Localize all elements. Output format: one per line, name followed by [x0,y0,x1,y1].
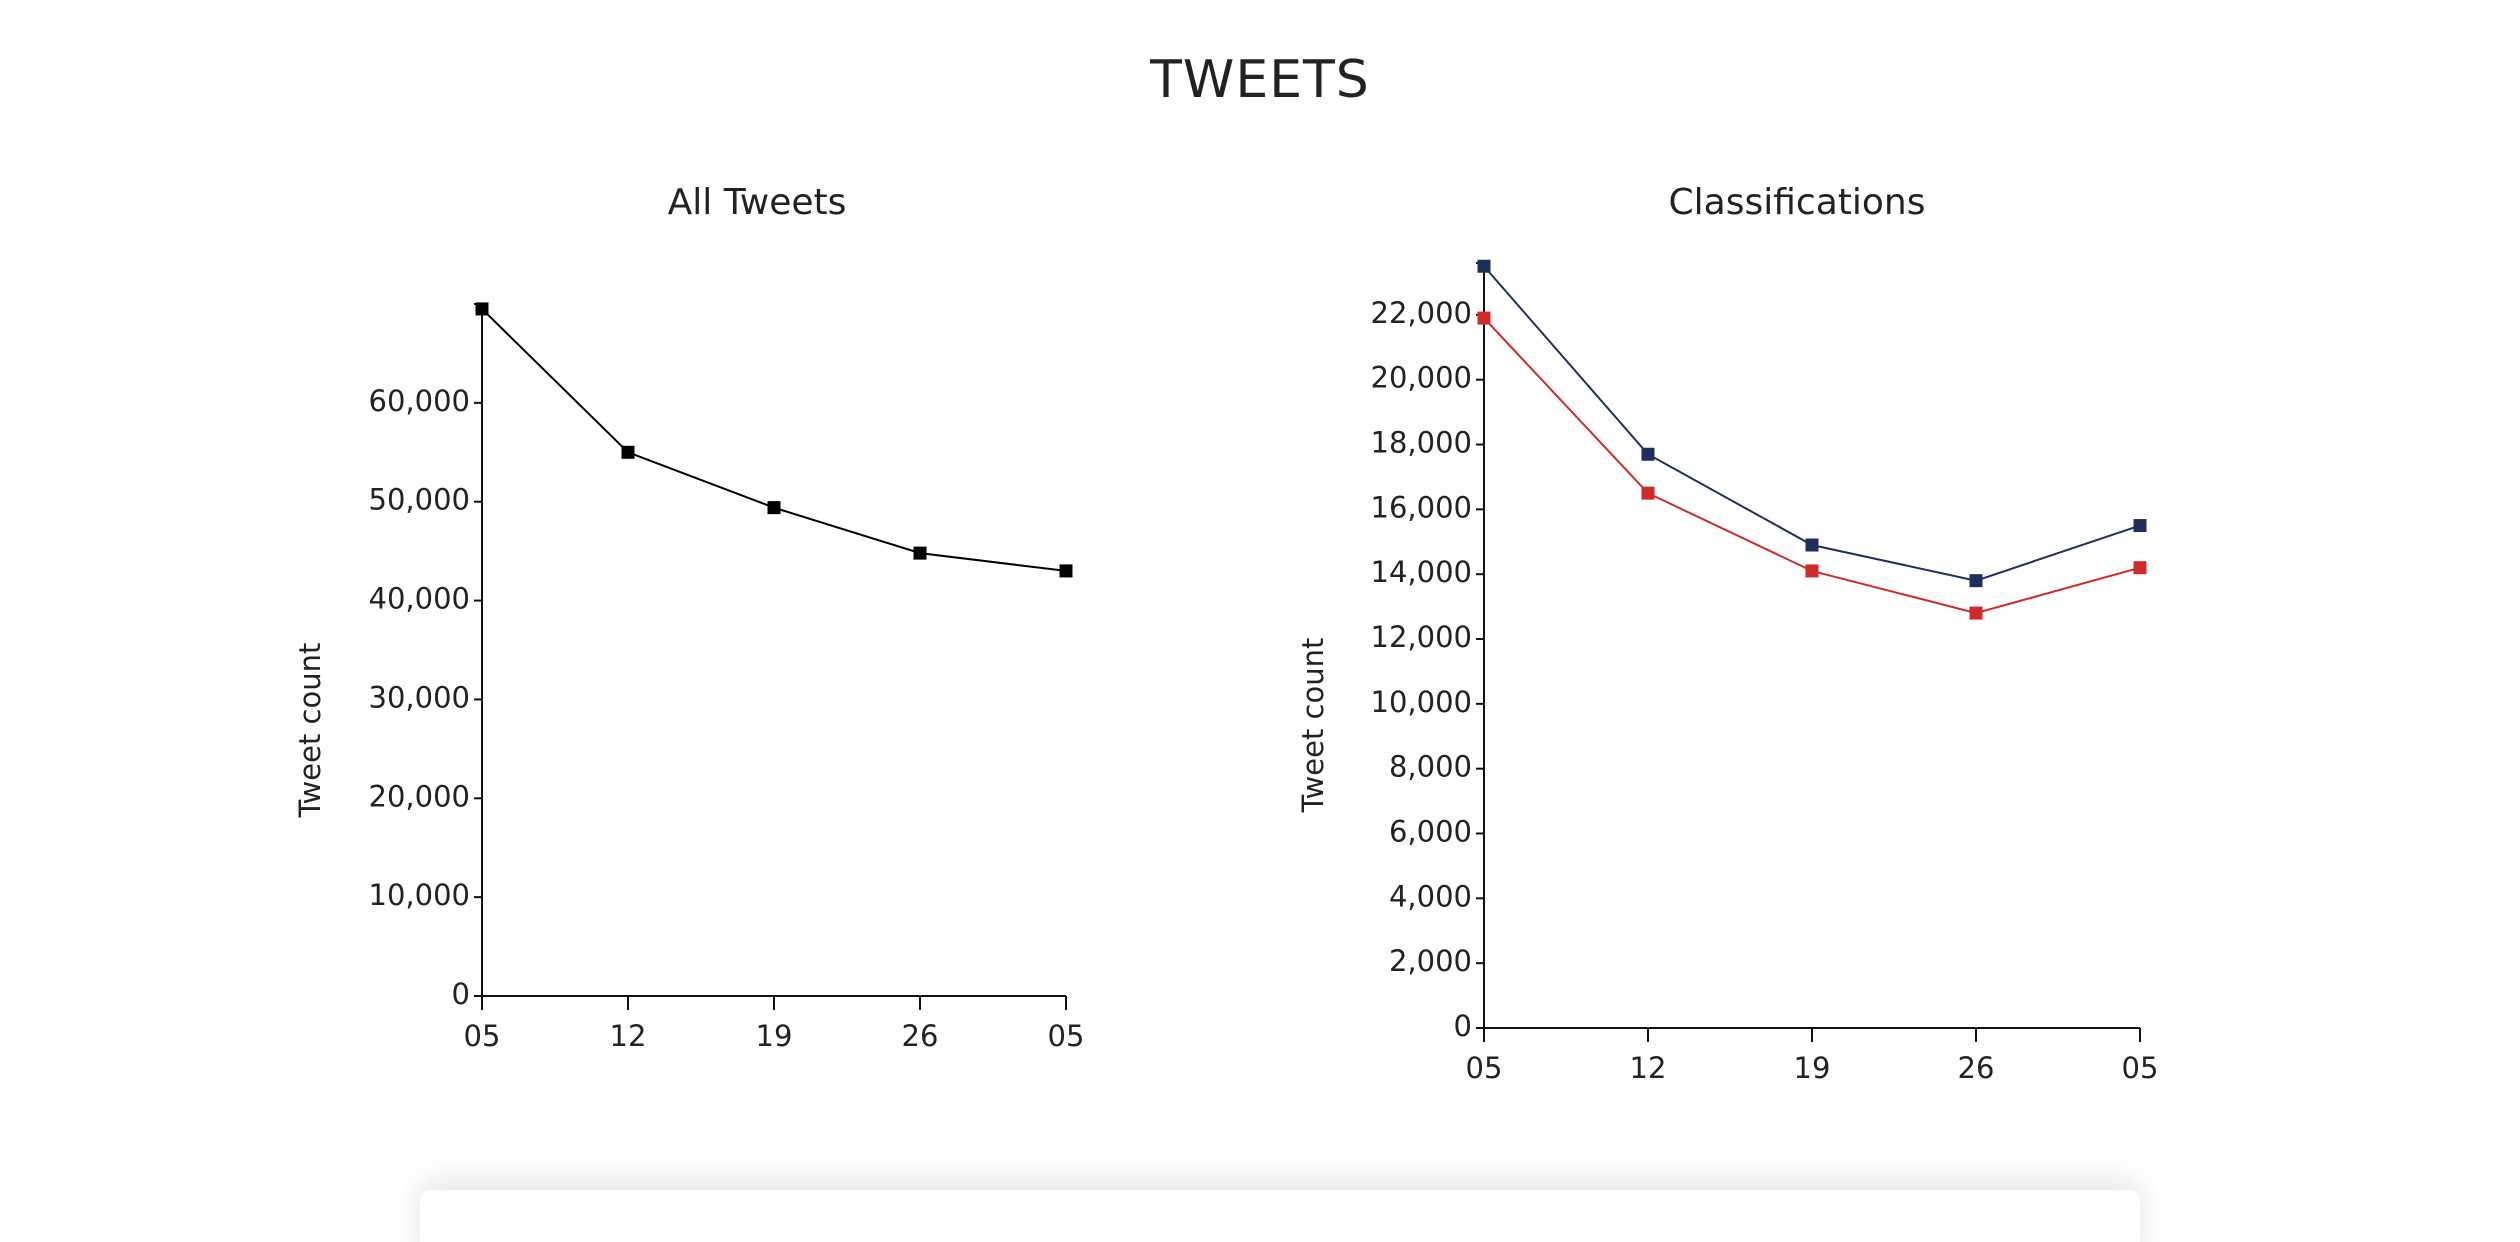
x-tick-label: 05 [1466,1051,1503,1085]
y-axis-label: Tweet count [293,643,327,819]
chart-1: All Tweets 0 10,000 20,000 30,000 40,000 50,00… [293,182,1084,1053]
series-line [481,308,1067,572]
x-tick-label: 05 [2122,1051,2159,1085]
y-tick-label: 8,000 [1389,750,1472,784]
y-tick-label: 12,000 [1371,620,1472,654]
data-point [767,501,781,515]
y-tick-label: 18,000 [1371,426,1472,460]
y-tick-label: 14,000 [1371,555,1472,589]
y-axis-label: Tweet count [1296,638,1330,814]
y-tick-label: 2,000 [1389,944,1472,978]
data-point [1641,486,1655,500]
y-tick-label: 20,000 [369,779,470,813]
series-1 [475,302,1073,578]
y-tick-label: 0 [452,977,470,1011]
x-tick-label: 05 [1048,1019,1085,1053]
data-point [1641,447,1655,461]
y-tick-label: 16,000 [1371,490,1472,524]
x-tick-label: 05 [464,1019,501,1053]
data-point [913,546,927,560]
data-point [1805,564,1819,578]
y-tick-label: 50,000 [369,483,470,517]
chart-title: All Tweets [668,182,847,223]
x-tick-label: 26 [1958,1051,1995,1085]
y-tick-label: 60,000 [369,384,470,418]
data-point [1969,574,1983,588]
y-tick-label: 4,000 [1389,879,1472,913]
x-tick-label: 19 [1794,1051,1831,1085]
x-tick-label: 26 [902,1019,939,1053]
data-point [621,445,635,459]
y-tick-label: 20,000 [1371,361,1472,395]
y-tick-label: 30,000 [369,680,470,714]
data-point [2133,561,2147,575]
y-tick-label: 22,000 [1371,296,1472,330]
y-tick-label: 40,000 [369,582,470,616]
x-tick-label: 19 [756,1019,793,1053]
chart-2: Classifications 0 2,000 4,000 6,000 8,000 10,0… [1296,182,2158,1085]
chart-title: Classifications [1669,182,1926,223]
data-point [2133,519,2147,533]
y-tick-label: 0 [1454,1009,1472,1043]
x-tick-label: 12 [610,1019,647,1053]
series-2 [1477,311,2147,620]
data-point [1969,606,1983,620]
y-tick-label: 6,000 [1389,815,1472,849]
x-tick-label: 12 [1630,1051,1667,1085]
page-title: TWEETS [1150,50,1370,110]
data-point [475,302,489,316]
data-point [1477,311,1491,325]
y-tick-label: 10,000 [369,878,470,912]
data-point [1477,259,1491,273]
data-point [1805,538,1819,552]
series-1 [1477,259,2147,588]
y-tick-label: 10,000 [1371,685,1472,719]
data-point [1059,564,1073,578]
bottom-card-edge [420,1190,2140,1242]
